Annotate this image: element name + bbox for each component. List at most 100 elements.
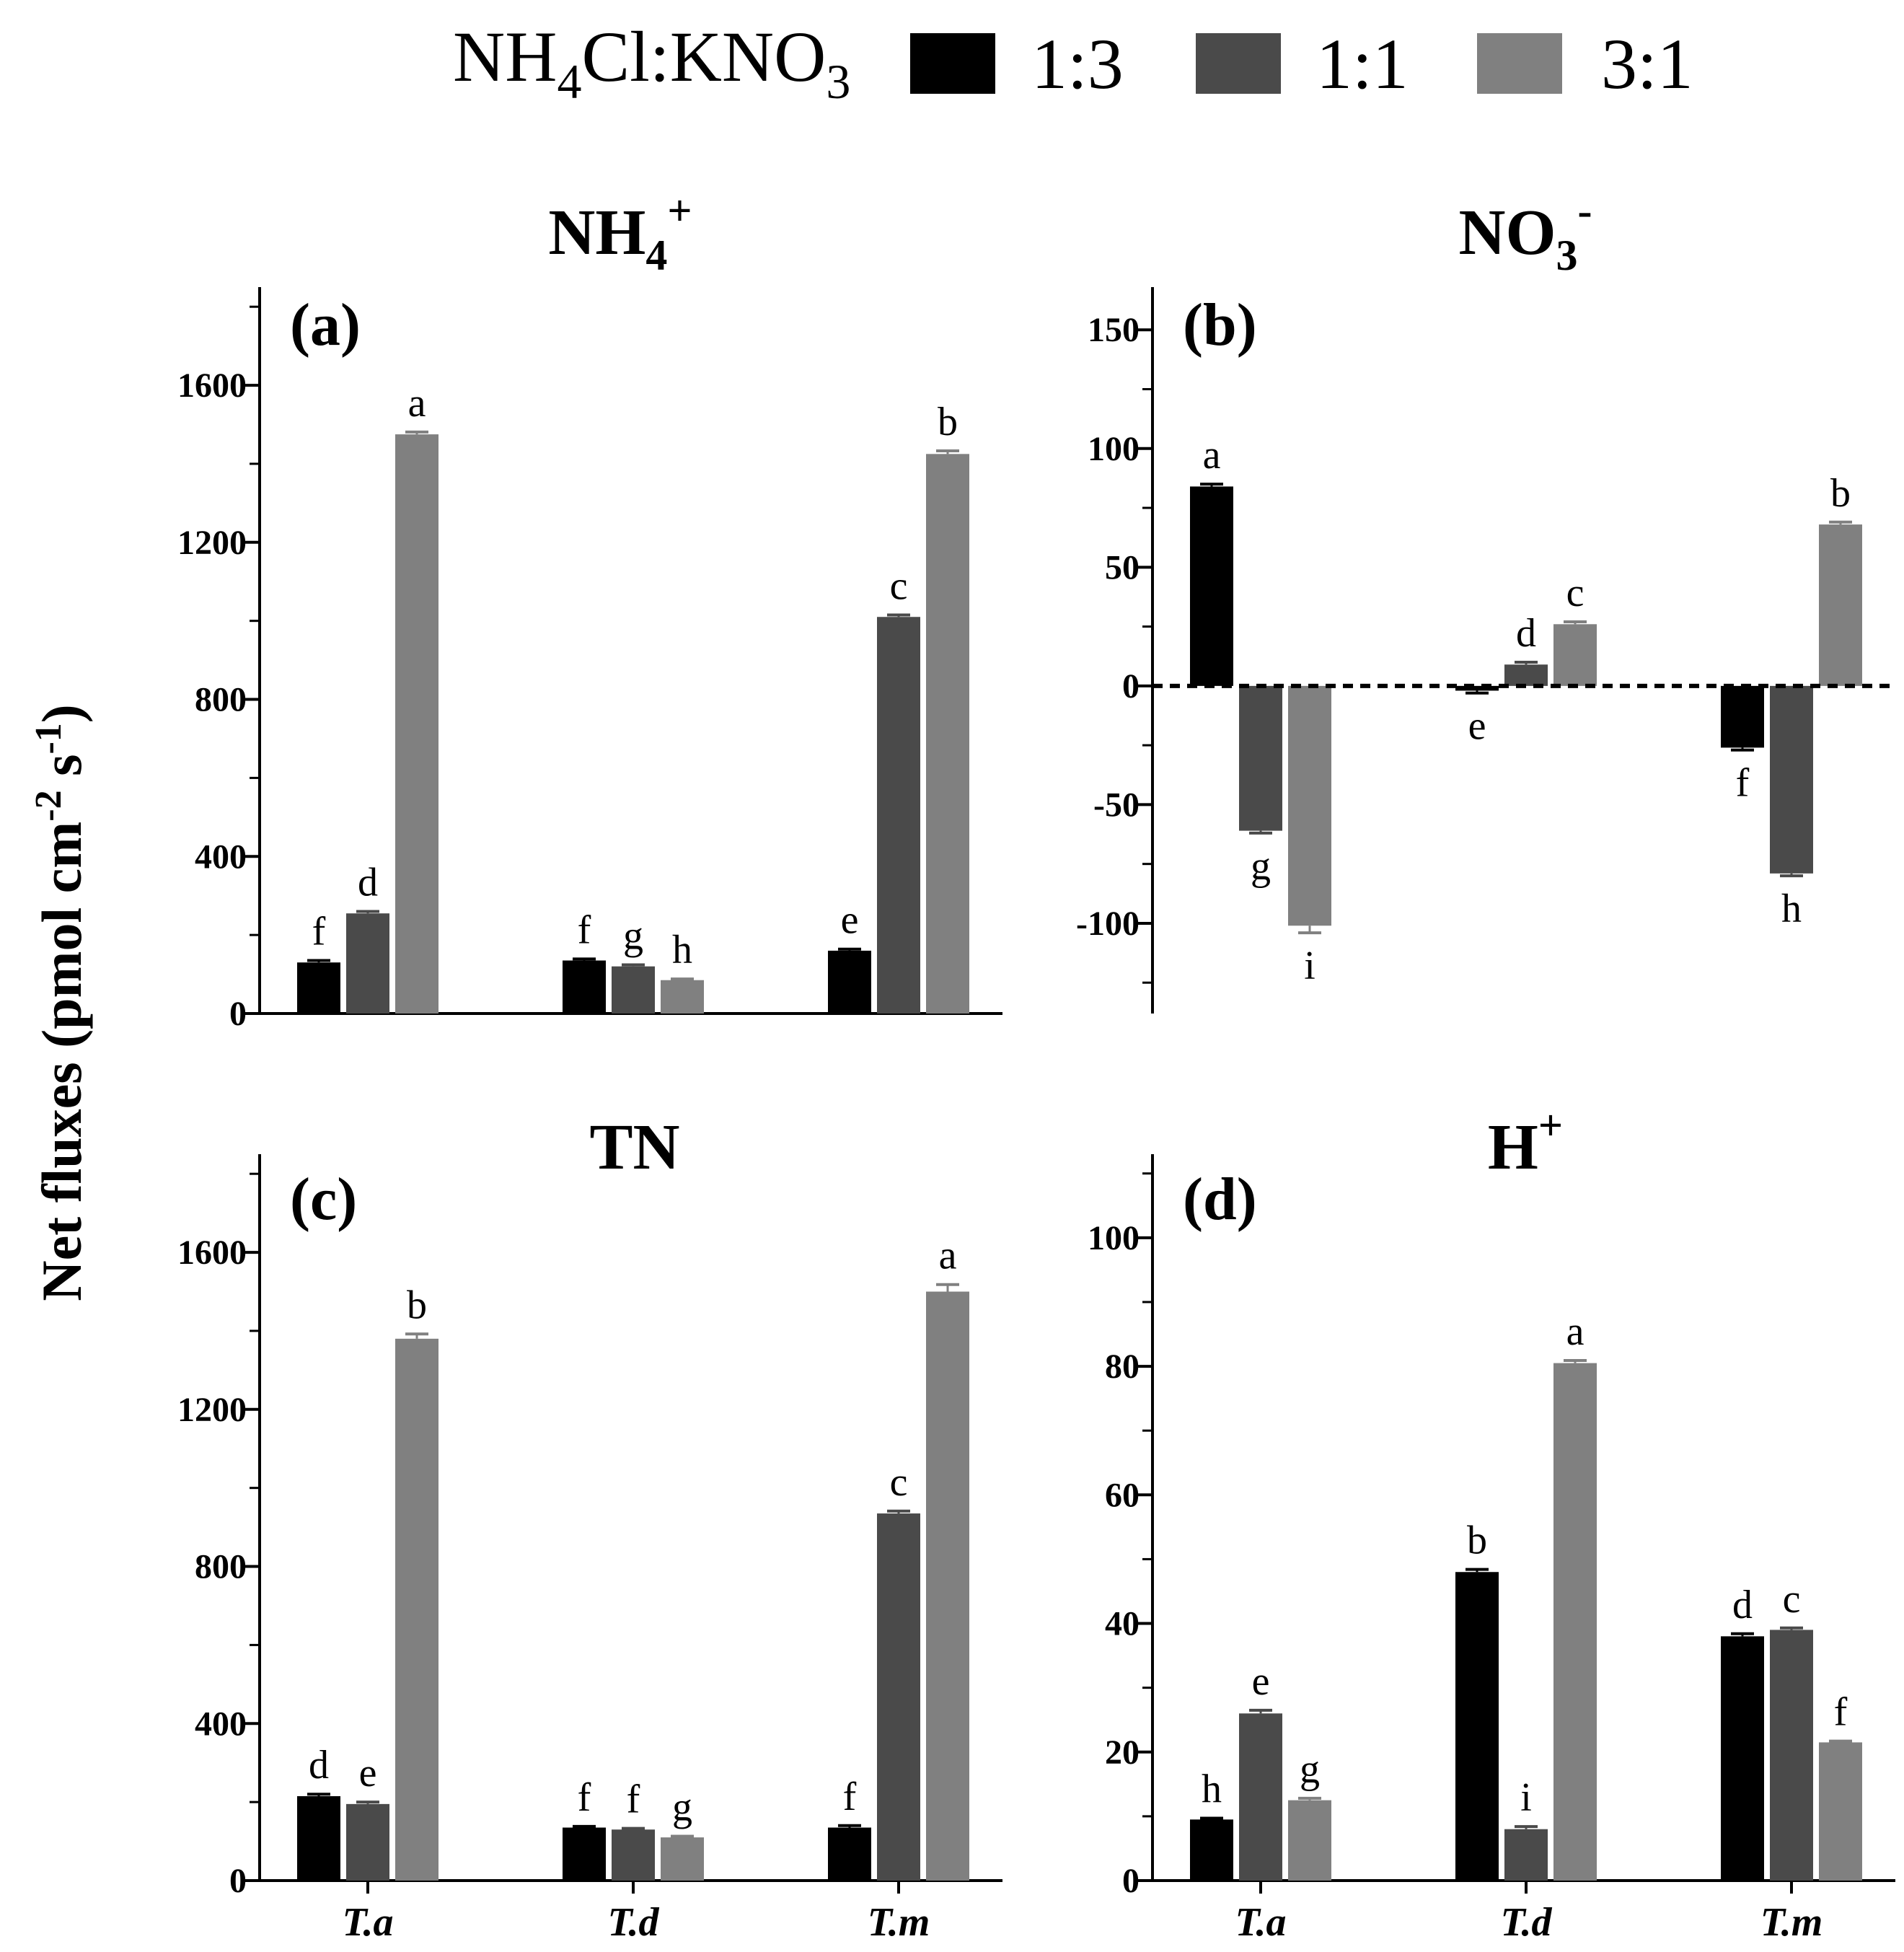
panel-title: TN xyxy=(589,1112,679,1183)
bar-Td-1-1 xyxy=(1504,664,1548,686)
bar-Td-3-1 xyxy=(1553,1363,1597,1881)
y-tick-label: 50 xyxy=(1105,548,1140,586)
panel-label: (b) xyxy=(1183,291,1257,359)
x-category-label: T.d xyxy=(607,1900,659,1945)
bar-Tm-1-3 xyxy=(1721,685,1764,748)
bar-Tm-3-1 xyxy=(1819,524,1862,686)
bar-Tm-1-3 xyxy=(828,1827,871,1881)
y-tick-label: 100 xyxy=(1088,430,1140,468)
legend-swatch-1-3 xyxy=(910,33,995,94)
bar-Ta-3-1 xyxy=(395,434,438,1014)
x-category-label: T.a xyxy=(1235,1900,1286,1945)
bar-Tm-1-3 xyxy=(1721,1636,1764,1881)
significance-letter: f xyxy=(312,910,326,954)
bar-Ta-1-1 xyxy=(346,1803,389,1881)
significance-letter: b xyxy=(1467,1518,1487,1563)
significance-letter: g xyxy=(672,1785,692,1829)
y-tick-label: 800 xyxy=(195,681,247,719)
y-tick-label: 60 xyxy=(1105,1476,1140,1514)
legend-label-3-1: 3:1 xyxy=(1601,24,1693,104)
bar-Ta-1-3 xyxy=(1190,486,1233,686)
significance-letter: a xyxy=(1203,433,1221,478)
panel-title: H+ xyxy=(1488,1102,1563,1183)
significance-letter: g xyxy=(1300,1747,1320,1792)
y-tick-label: 100 xyxy=(1088,1219,1140,1257)
significance-letter: b xyxy=(938,400,958,444)
bar-Td-3-1 xyxy=(1553,624,1597,686)
significance-letter: g xyxy=(623,914,643,959)
significance-letter: e xyxy=(1252,1659,1270,1704)
y-tick-label: 0 xyxy=(1122,1862,1140,1900)
significance-letter: e xyxy=(359,1751,377,1795)
bar-Td-1-3 xyxy=(1455,1572,1499,1881)
y-axis-title: Net fluxes (pmol cm-2 s-1) xyxy=(28,704,93,1301)
bar-Ta-3-1 xyxy=(1288,1800,1331,1881)
panel-b: NO3- (b) -100 -50 0 50 100 150 a g i e dc f h b xyxy=(1076,187,1895,1014)
bar-Ta-3-1 xyxy=(395,1338,438,1881)
y-tick-label: 800 xyxy=(195,1548,247,1586)
x-category-label: T.m xyxy=(868,1900,930,1945)
legend-label-1-3: 1:3 xyxy=(1031,24,1124,104)
panel-title: NH4+ xyxy=(548,187,692,279)
panel-label: (c) xyxy=(290,1166,357,1233)
bar-Td-1-3 xyxy=(563,960,606,1014)
significance-letter: d xyxy=(358,860,378,905)
bar-Tm-3-1 xyxy=(926,454,969,1014)
significance-letter: d xyxy=(1732,1583,1753,1627)
y-tick-label: 400 xyxy=(195,837,247,876)
bar-Td-3-1 xyxy=(661,1837,704,1881)
y-tick-label: 1600 xyxy=(177,1234,247,1272)
x-category-label: T.m xyxy=(1760,1900,1823,1945)
bar-Tm-3-1 xyxy=(1819,1742,1862,1881)
panel-title: NO3- xyxy=(1459,187,1592,279)
bar-Tm-1-1 xyxy=(877,617,920,1014)
bar-Tm-1-3 xyxy=(828,950,871,1014)
significance-letter: b xyxy=(407,1283,427,1327)
bar-Ta-1-3 xyxy=(297,1795,340,1881)
y-tick-label: 1200 xyxy=(177,1391,247,1429)
bar-Td-1-1 xyxy=(612,1829,655,1881)
y-tick-label: 150 xyxy=(1088,311,1140,349)
significance-letter: f xyxy=(578,907,591,952)
significance-letter: h xyxy=(1202,1767,1222,1812)
significance-letter: c xyxy=(1783,1577,1801,1622)
bar-Td-1-1 xyxy=(612,966,655,1014)
bar-Td-3-1 xyxy=(661,980,704,1014)
significance-letter: i xyxy=(1304,944,1315,988)
significance-letter: c xyxy=(890,564,908,609)
panel-label: (a) xyxy=(290,291,361,359)
x-category-label: T.d xyxy=(1500,1900,1552,1945)
y-tick-label: -50 xyxy=(1093,786,1140,824)
bar-Ta-1-3 xyxy=(297,962,340,1014)
bar-Tm-1-1 xyxy=(877,1513,920,1881)
bar-Td-1-3 xyxy=(563,1827,606,1881)
significance-letter: i xyxy=(1520,1775,1532,1820)
significance-letter: a xyxy=(408,381,426,426)
bar-Ta-1-1 xyxy=(1239,685,1282,831)
bar-Tm-3-1 xyxy=(926,1291,969,1881)
significance-letter: a xyxy=(1566,1309,1585,1354)
bar-Td-1-1 xyxy=(1504,1829,1548,1881)
significance-letter: c xyxy=(1566,571,1585,615)
y-tick-label: 0 xyxy=(1122,667,1140,705)
x-category-label: T.a xyxy=(342,1900,393,1945)
legend-swatch-3-1 xyxy=(1477,33,1562,94)
y-tick-label: 20 xyxy=(1105,1733,1140,1772)
significance-letter: c xyxy=(890,1460,908,1505)
bar-Ta-1-1 xyxy=(1239,1713,1282,1881)
significance-letter: e xyxy=(1468,704,1486,749)
significance-letter: h xyxy=(672,928,692,972)
significance-letter: d xyxy=(1516,611,1536,656)
panel-d: H+ (d) 0 20 40 60 80 100 h eg T.a b i a T.d d c f T.m xyxy=(1088,1102,1895,1945)
panel-label: (d) xyxy=(1183,1166,1257,1233)
legend-title: NH4Cl:KNO3 xyxy=(453,17,850,109)
significance-letter: b xyxy=(1830,471,1851,516)
y-tick-label: 0 xyxy=(229,995,247,1033)
bar-Td-1-3 xyxy=(1455,685,1499,691)
significance-letter: f xyxy=(1736,761,1750,806)
y-tick-label: 40 xyxy=(1105,1605,1140,1643)
bar-Ta-1-1 xyxy=(346,913,389,1014)
